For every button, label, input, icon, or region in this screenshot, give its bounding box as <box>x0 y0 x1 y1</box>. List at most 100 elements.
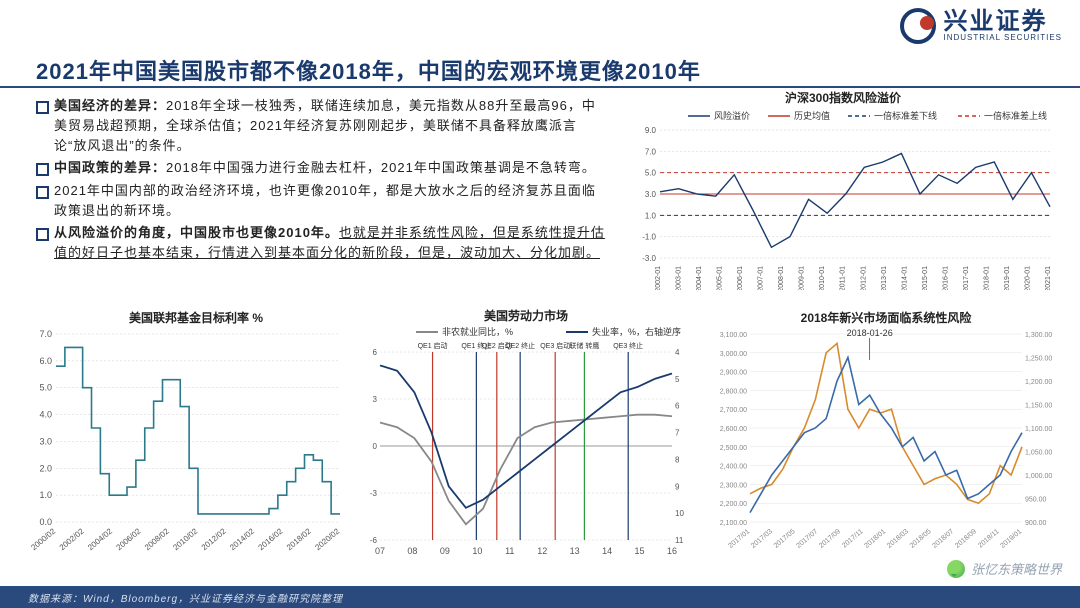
svg-text:2011-01: 2011-01 <box>840 266 847 290</box>
svg-text:1,200.00: 1,200.00 <box>1025 379 1052 386</box>
svg-text:2002-01: 2002-01 <box>655 266 662 290</box>
svg-text:QE3 终止: QE3 终止 <box>613 341 643 350</box>
bullet-item: 美国经济的差异：2018年全球一枝独秀，联储连续加息，美元指数从88升至最高96… <box>36 96 606 156</box>
svg-text:3,000.00: 3,000.00 <box>720 351 747 358</box>
svg-text:6.0: 6.0 <box>39 356 52 366</box>
brand-name-cn: 兴业证券 <box>944 10 1063 34</box>
svg-text:2006/02: 2006/02 <box>115 526 143 552</box>
svg-text:2,400.00: 2,400.00 <box>720 464 747 471</box>
svg-text:2016/02: 2016/02 <box>257 526 285 552</box>
svg-text:2008/02: 2008/02 <box>143 526 171 552</box>
svg-text:1,150.00: 1,150.00 <box>1025 403 1052 410</box>
svg-text:2017-01: 2017-01 <box>963 266 970 290</box>
svg-text:2017/03: 2017/03 <box>750 528 774 550</box>
svg-text:900.00: 900.00 <box>1025 520 1047 527</box>
svg-text:7: 7 <box>675 429 680 438</box>
bullet-item: 从风险溢价的角度，中国股市也更像2010年。也就是并非系统性风险，但是系统性提升… <box>36 223 606 263</box>
svg-text:2013-01: 2013-01 <box>881 266 888 290</box>
svg-text:2014/02: 2014/02 <box>228 526 256 552</box>
svg-text:3: 3 <box>373 395 378 404</box>
svg-text:一倍标准差下线: 一倍标准差下线 <box>874 110 937 121</box>
svg-text:2018/02: 2018/02 <box>285 526 313 552</box>
svg-text:11: 11 <box>505 546 514 556</box>
svg-text:2002/02: 2002/02 <box>58 526 86 552</box>
svg-text:2017/11: 2017/11 <box>841 528 865 549</box>
svg-text:美国劳动力市场: 美国劳动力市场 <box>484 308 568 323</box>
svg-text:14: 14 <box>602 546 612 556</box>
svg-text:2005-01: 2005-01 <box>717 266 724 290</box>
svg-text:2017/07: 2017/07 <box>795 528 819 550</box>
svg-text:5.0: 5.0 <box>645 169 657 178</box>
svg-text:3,100.00: 3,100.00 <box>720 332 747 339</box>
svg-text:2018/01: 2018/01 <box>863 528 887 550</box>
svg-text:2018/03: 2018/03 <box>886 528 910 550</box>
watermark: 张忆东策略世界 <box>947 559 1062 578</box>
svg-text:8: 8 <box>675 455 680 464</box>
svg-text:15: 15 <box>635 546 645 556</box>
svg-text:2010-01: 2010-01 <box>819 266 826 290</box>
svg-text:10: 10 <box>675 509 684 518</box>
svg-text:QE2 终止: QE2 终止 <box>505 341 535 350</box>
svg-text:2010/02: 2010/02 <box>171 526 199 552</box>
svg-text:6: 6 <box>675 402 680 411</box>
svg-text:2012-01: 2012-01 <box>860 266 867 290</box>
svg-text:2018-01-26: 2018-01-26 <box>847 328 893 338</box>
svg-text:13: 13 <box>570 546 580 556</box>
svg-text:4.0: 4.0 <box>39 410 52 420</box>
svg-text:6: 6 <box>373 348 378 357</box>
svg-text:2003-01: 2003-01 <box>676 266 683 290</box>
bullet-item: 中国政策的差异：2018年中国强力进行金融去杠杆，2021年中国政策基调是不急转… <box>36 158 606 178</box>
svg-text:2,200.00: 2,200.00 <box>720 501 747 508</box>
svg-text:16: 16 <box>667 546 677 556</box>
svg-text:风险溢价: 风险溢价 <box>714 110 750 121</box>
svg-text:2019-01: 2019-01 <box>1004 266 1011 290</box>
svg-text:1,100.00: 1,100.00 <box>1025 426 1052 433</box>
svg-text:9.0: 9.0 <box>645 126 657 135</box>
svg-text:2004-01: 2004-01 <box>696 266 703 290</box>
svg-text:12: 12 <box>537 546 547 556</box>
svg-text:2004/02: 2004/02 <box>86 526 114 552</box>
svg-text:2018年新兴市场面临系统性风险: 2018年新兴市场面临系统性风险 <box>801 310 973 325</box>
svg-text:2015-01: 2015-01 <box>922 266 929 290</box>
svg-text:2018/07: 2018/07 <box>931 528 955 550</box>
svg-text:3.0: 3.0 <box>39 436 52 446</box>
brand-header: 兴业证券 INDUSTRIAL SECURITIES <box>900 8 1063 44</box>
svg-text:2.0: 2.0 <box>39 463 52 473</box>
svg-text:2014-01: 2014-01 <box>901 266 908 290</box>
svg-text:QE1 启动: QE1 启动 <box>418 341 448 350</box>
svg-text:1,050.00: 1,050.00 <box>1025 450 1052 457</box>
svg-text:11: 11 <box>675 536 684 545</box>
svg-text:2018-01: 2018-01 <box>983 266 990 290</box>
svg-text:2,600.00: 2,600.00 <box>720 426 747 433</box>
svg-text:9: 9 <box>675 482 680 491</box>
svg-text:2,800.00: 2,800.00 <box>720 388 747 395</box>
svg-text:2009-01: 2009-01 <box>799 266 806 290</box>
page-title: 2021年中国美国股市都不像2018年，中国的宏观环境更像2010年 <box>36 54 701 86</box>
svg-text:0: 0 <box>373 442 378 451</box>
svg-text:沪深300指数风险溢价: 沪深300指数风险溢价 <box>785 90 902 105</box>
svg-text:联储 转鹰: 联储 转鹰 <box>569 341 599 350</box>
svg-text:2016-01: 2016-01 <box>942 266 949 290</box>
svg-text:2012/02: 2012/02 <box>200 526 228 552</box>
svg-text:2019/01: 2019/01 <box>999 528 1023 550</box>
wechat-icon <box>947 560 965 578</box>
svg-text:2,900.00: 2,900.00 <box>720 370 747 377</box>
svg-text:2008-01: 2008-01 <box>778 266 785 290</box>
svg-text:-1.0: -1.0 <box>642 233 656 242</box>
svg-text:-6: -6 <box>370 536 378 545</box>
svg-text:2021-01: 2021-01 <box>1045 266 1052 290</box>
svg-text:2018/09: 2018/09 <box>954 528 978 550</box>
svg-text:2,700.00: 2,700.00 <box>720 407 747 414</box>
svg-text:3.0: 3.0 <box>645 190 657 199</box>
svg-text:2,300.00: 2,300.00 <box>720 482 747 489</box>
footer-source: 数据来源：Wind，Bloomberg，兴业证券经济与金融研究院整理 <box>0 586 1080 608</box>
chart-fed-rate: 美国联邦基金目标利率 %0.01.02.03.04.05.06.07.02000… <box>26 308 346 568</box>
svg-text:-3.0: -3.0 <box>642 254 656 263</box>
title-underline <box>0 86 1080 88</box>
svg-text:2007-01: 2007-01 <box>758 266 765 290</box>
chart-labor-market: 美国劳动力市场非农就业同比，%失业率，%，右轴逆序QE1 启动QE1 终止QE2… <box>356 308 696 568</box>
svg-text:-3: -3 <box>370 489 378 498</box>
svg-text:950.00: 950.00 <box>1025 497 1047 504</box>
svg-text:0.0: 0.0 <box>39 517 52 527</box>
svg-text:2,500.00: 2,500.00 <box>720 445 747 452</box>
